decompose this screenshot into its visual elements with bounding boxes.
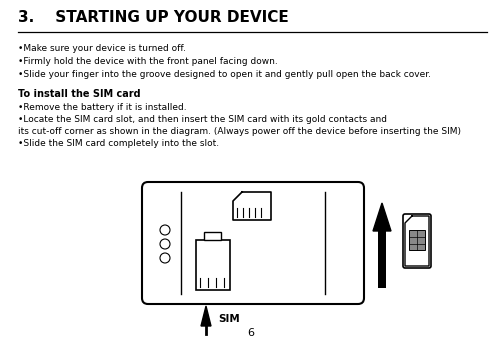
Text: •Firmly hold the device with the front panel facing down.: •Firmly hold the device with the front p… xyxy=(18,57,278,66)
Bar xyxy=(196,240,230,290)
Text: •Make sure your device is turned off.: •Make sure your device is turned off. xyxy=(18,44,186,53)
Text: 3.    STARTING UP YOUR DEVICE: 3. STARTING UP YOUR DEVICE xyxy=(18,10,289,25)
Polygon shape xyxy=(373,203,391,231)
Bar xyxy=(205,232,221,240)
Text: 6: 6 xyxy=(247,328,255,338)
Text: SIM: SIM xyxy=(218,314,240,324)
Circle shape xyxy=(160,225,170,235)
Text: •Remove the battery if it is installed.: •Remove the battery if it is installed. xyxy=(18,103,187,112)
Polygon shape xyxy=(201,306,211,326)
Text: •Slide your finger into the groove designed to open it and gently pull open the : •Slide your finger into the groove desig… xyxy=(18,70,431,79)
Circle shape xyxy=(160,253,170,263)
Text: •Slide the SIM card completely into the slot.: •Slide the SIM card completely into the … xyxy=(18,139,219,148)
Text: To install the SIM card: To install the SIM card xyxy=(18,89,141,99)
FancyBboxPatch shape xyxy=(403,214,431,268)
Circle shape xyxy=(160,239,170,249)
Text: its cut-off corner as shown in the diagram. (Always power off the device before : its cut-off corner as shown in the diagr… xyxy=(18,127,461,136)
Text: •Locate the SIM card slot, and then insert the SIM card with its gold contacts a: •Locate the SIM card slot, and then inse… xyxy=(18,115,387,124)
FancyBboxPatch shape xyxy=(142,182,364,304)
Bar xyxy=(409,230,425,250)
Bar xyxy=(378,231,386,288)
Bar xyxy=(233,192,271,220)
